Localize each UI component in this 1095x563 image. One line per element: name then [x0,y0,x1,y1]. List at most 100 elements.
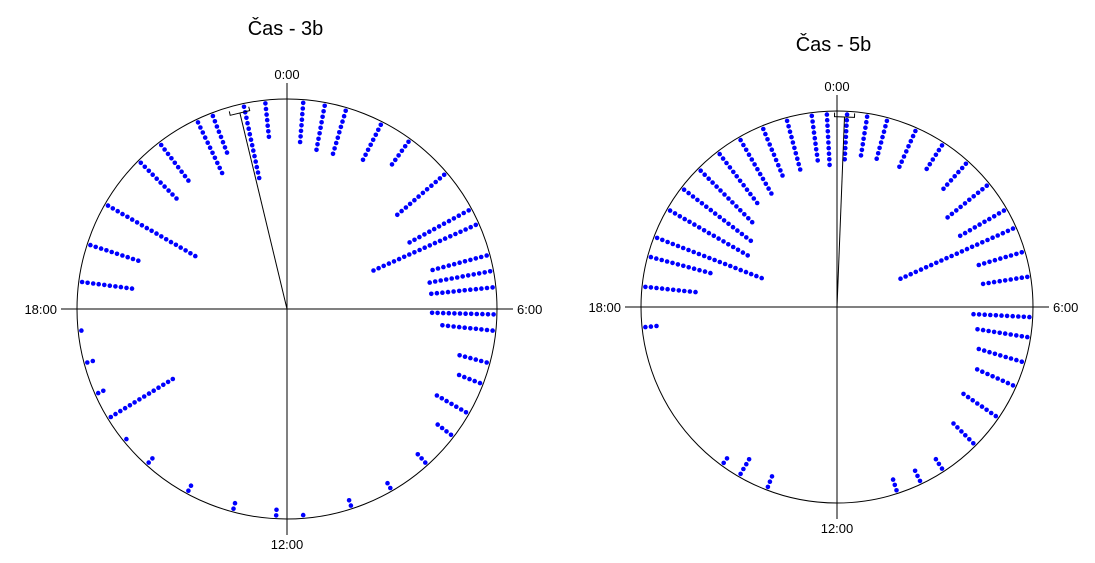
data-point [463,410,469,415]
data-point [997,330,1002,336]
data-point [442,236,448,241]
data-point [971,194,976,199]
data-point [917,478,923,484]
data-point [980,369,985,375]
data-point [299,123,304,128]
data-point [130,256,136,262]
data-point [726,242,731,247]
data-point [440,290,445,296]
data-point [998,256,1003,261]
data-point [733,265,738,271]
data-point [814,152,820,158]
data-point [435,422,441,427]
tick-label-bottom: 12:00 [821,521,854,536]
data-point [98,246,104,251]
data-point [899,159,904,164]
data-point [490,285,495,290]
data-point [936,147,942,153]
data-point [730,244,736,250]
data-point [274,507,279,513]
data-point [825,134,831,140]
data-point [389,162,395,167]
data-point [264,112,269,117]
data-point [378,122,384,128]
data-point [748,271,754,277]
data-point [687,219,692,225]
data-point [643,324,648,330]
data-point [266,134,272,140]
data-point [677,214,683,219]
data-point [451,324,456,329]
data-point [430,267,435,273]
data-point [330,151,336,157]
data-point [735,228,740,233]
data-point [675,262,681,267]
data-point [843,145,848,151]
data-point [898,276,903,282]
data-point [793,151,799,156]
data-point [124,285,129,291]
data-point [457,260,462,266]
data-point [710,180,715,185]
data-point [1002,331,1008,336]
data-point [491,312,496,317]
data-point [949,211,955,217]
data-point [446,310,452,316]
data-point [908,138,914,144]
data-point [760,176,766,182]
data-point [1001,208,1007,213]
data-point [429,291,434,297]
data-point [146,460,151,465]
data-point [468,287,473,293]
data-point [1014,276,1019,281]
data-point [417,247,422,253]
data-point [934,260,939,266]
data-point [708,207,714,213]
data-point [743,147,749,153]
data-point [991,279,997,285]
data-point [332,146,337,151]
data-point [726,221,731,227]
data-point [368,142,374,148]
data-point [754,200,760,206]
data-point [648,285,654,290]
data-point [985,237,990,243]
data-point [754,273,759,279]
data-point [371,268,376,273]
data-point [826,151,832,156]
data-point [751,196,757,201]
data-point [745,253,750,258]
data-point [150,456,155,461]
data-point [908,271,913,277]
data-point [120,211,125,217]
data-point [224,150,230,155]
data-point [967,437,972,442]
data-point [427,280,433,285]
data-point [843,129,849,134]
data-point [741,182,746,188]
data-point [141,394,147,399]
data-point [875,151,881,156]
data-point [988,410,994,416]
data-point [665,239,670,245]
data-point [434,290,440,296]
data-point [170,376,176,382]
data-point [708,270,713,276]
data-point [438,278,444,283]
data-point [473,256,479,261]
data-point [125,254,130,260]
data-point [918,267,924,272]
data-point [991,329,997,335]
data-point [205,140,210,145]
data-point [462,288,468,293]
data-point [182,173,188,179]
data-point [711,233,717,239]
data-point [970,398,975,403]
data-point [698,168,703,173]
data-point [686,247,691,253]
data-point [693,289,698,295]
data-point [484,360,490,365]
data-point [93,244,98,250]
data-point [254,164,260,170]
data-point [1010,226,1016,231]
